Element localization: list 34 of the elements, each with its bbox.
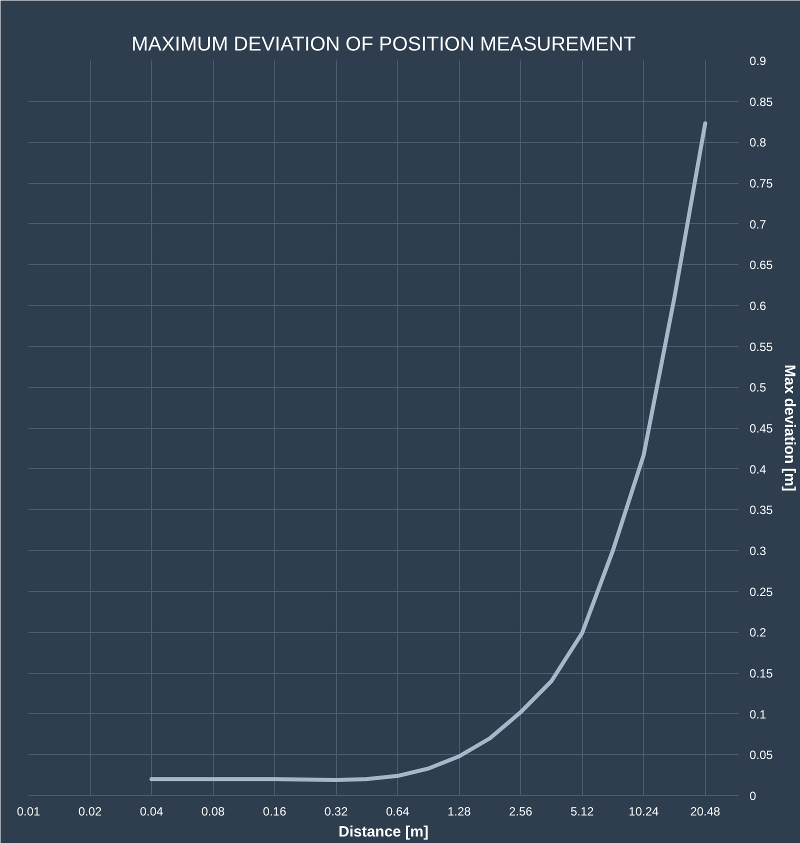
- y-tick-label: 0.2: [750, 626, 767, 640]
- x-tick-label: 0.08: [201, 804, 226, 818]
- x-tick-label: 0.64: [386, 804, 410, 818]
- y-tick-label: 0.05: [750, 748, 774, 762]
- y-tick-label: 0.3: [750, 544, 767, 558]
- y-tick-label: 0.85: [750, 94, 774, 109]
- y-tick-label: 0.15: [750, 666, 774, 680]
- y-tick-label: 0.55: [750, 340, 774, 354]
- y-tick-label: 0.4: [750, 462, 767, 476]
- x-tick-label: 1.28: [447, 804, 472, 818]
- x-axis-title: Distance [m]: [338, 824, 429, 840]
- chart-title: MAXIMUM DEVIATION OF POSITION MEASUREMENT: [131, 34, 636, 56]
- y-tick-label: 0.75: [750, 176, 774, 190]
- x-tick-label: 0.16: [262, 804, 287, 818]
- y-axis-title: Max deviation [m]: [780, 364, 798, 492]
- x-tick-label: 5.12: [570, 804, 594, 818]
- y-tick-label: 0.25: [750, 584, 774, 599]
- x-tick-label: 0.01: [16, 804, 41, 818]
- x-tick-label: 10.24: [628, 804, 660, 818]
- y-tick-label: 0.45: [750, 422, 774, 436]
- y-tick-label: 0.35: [750, 503, 774, 518]
- y-tick-label: 0: [750, 789, 756, 803]
- x-tick-label: 0.04: [140, 804, 164, 818]
- y-tick-label: 0.8: [750, 136, 767, 150]
- y-tick-label: 0.6: [750, 299, 767, 313]
- x-tick-label: 0.02: [78, 804, 102, 818]
- y-tick-label: 0.7: [750, 217, 767, 232]
- y-tick-label: 0.1: [750, 707, 767, 722]
- y-tick-label: 0.65: [750, 258, 774, 272]
- y-tick-label: 0.5: [750, 380, 767, 395]
- y-tick-label: 0.9: [750, 54, 767, 68]
- x-tick-label: 20.48: [690, 804, 721, 818]
- x-tick-label: 2.56: [508, 804, 533, 818]
- x-tick-label: 0.32: [324, 804, 348, 818]
